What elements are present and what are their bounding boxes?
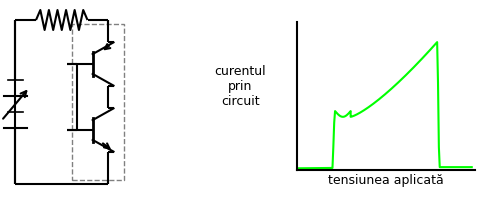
Text: curentul
prin
circuit: curentul prin circuit: [214, 64, 266, 108]
X-axis label: tensiunea aplicată: tensiunea aplicată: [328, 174, 444, 187]
Bar: [72, 24, 124, 180]
